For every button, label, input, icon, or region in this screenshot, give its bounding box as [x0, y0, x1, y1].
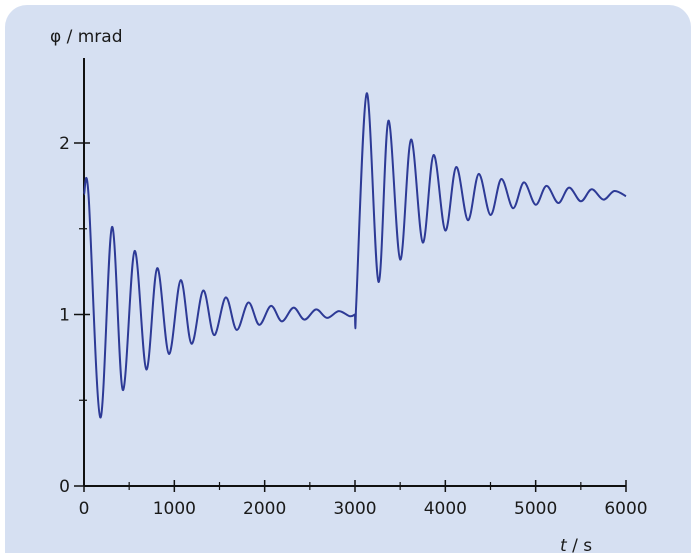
- x-axis-variable: t: [560, 536, 568, 553]
- x-tick-label: 3000: [333, 499, 376, 519]
- tick-labels: 0 1000 2000 3000 4000 5000 6000 0 1 2: [59, 134, 647, 519]
- y-tick-label: 2: [59, 134, 70, 154]
- series-group: [83, 92, 627, 419]
- x-tick-label: 6000: [604, 499, 647, 519]
- chart-panel: [5, 5, 691, 553]
- series-line: [83, 92, 627, 419]
- axes: [83, 58, 626, 487]
- x-tick-label: 5000: [514, 499, 557, 519]
- y-axis-title: φ / mrad: [50, 27, 123, 47]
- y-tick-label: 0: [59, 477, 70, 497]
- x-tick-label: 2000: [243, 499, 286, 519]
- x-axis-title: t / s: [560, 536, 592, 553]
- ticks: [74, 142, 627, 492]
- y-tick-label: 1: [59, 306, 70, 326]
- x-tick-label: 1000: [153, 499, 196, 519]
- x-tick-label: 4000: [424, 499, 467, 519]
- x-axis-unit: / s: [567, 536, 593, 553]
- x-tick-label: 0: [79, 499, 90, 519]
